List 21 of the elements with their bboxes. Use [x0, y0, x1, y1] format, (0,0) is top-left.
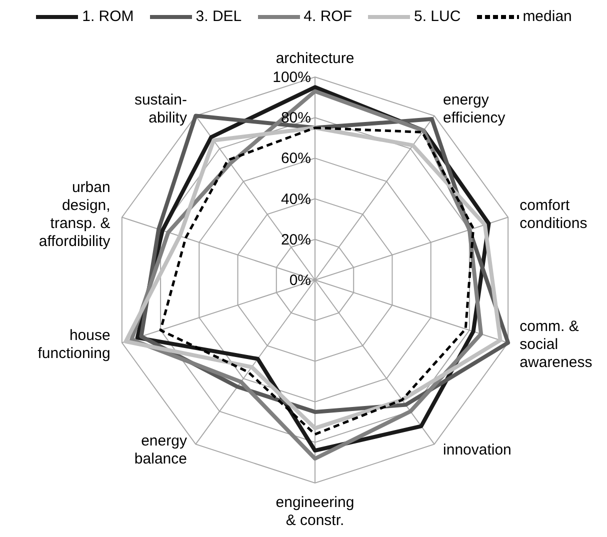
y-tick-label: 40%	[280, 190, 311, 208]
legend-label: 4. ROF	[304, 8, 352, 25]
y-tick-label: 100%	[272, 69, 311, 86]
y-tick-label: 20%	[280, 231, 311, 248]
legend-label: median	[522, 8, 572, 25]
legend-label: 1. ROM	[82, 8, 134, 25]
spoke-label: urban design, transp. & affordibility	[38, 178, 111, 250]
spoke-label: innovation	[443, 442, 512, 459]
spoke-label: comfort conditions	[520, 196, 588, 232]
spoke-label: engineering & constr.	[276, 494, 354, 529]
y-tick-label: 60%	[280, 150, 311, 168]
spoke-label: sustain- ability	[134, 91, 188, 126]
spoke-label: energy balance	[134, 432, 188, 468]
y-tick-label: 80%	[280, 110, 311, 127]
y-tick-label: 0%	[289, 272, 311, 289]
spoke-label: energy efficiency	[443, 91, 506, 126]
legend-label: 3. DEL	[196, 8, 242, 25]
legend-label: 5. LUC	[414, 8, 461, 25]
spoke-label: architecture	[276, 50, 354, 67]
spoke-label: comm. & social awareness	[520, 318, 592, 372]
spoke-label: house functioning	[38, 327, 110, 362]
